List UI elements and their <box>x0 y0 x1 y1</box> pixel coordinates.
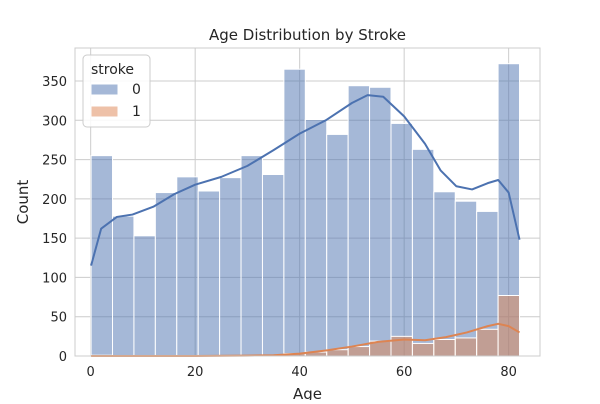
y-tick-label: 100 <box>42 271 67 286</box>
legend-title: stroke <box>91 62 134 78</box>
x-tick-label: 80 <box>500 365 517 380</box>
bar-stroke-0 <box>369 86 392 357</box>
y-tick-label: 150 <box>42 232 67 247</box>
bar-stroke-0 <box>411 148 435 357</box>
bar-stroke-0 <box>219 177 242 357</box>
kde-layer <box>90 94 521 357</box>
bar-stroke-0 <box>347 85 371 357</box>
bar-stroke-0 <box>326 133 349 357</box>
y-tick-label: 50 <box>50 311 67 326</box>
legend-label-stroke-0: 0 <box>132 82 141 98</box>
legend-label-stroke-1: 1 <box>132 104 141 120</box>
y-tick-label: 200 <box>42 193 67 208</box>
bar-stroke-0 <box>240 155 263 357</box>
x-tick-label: 60 <box>396 365 413 380</box>
y-tick-label: 300 <box>42 114 67 129</box>
kde-line-stroke-1 <box>91 322 521 357</box>
x-tick-label: 40 <box>291 365 308 380</box>
bar-stroke-0 <box>112 215 135 357</box>
bar-stroke-0 <box>197 190 221 357</box>
ticks-layer: 0 20 40 60 80 0 50 100 150 200 250 300 350 <box>42 75 517 380</box>
bars-layer <box>90 63 521 357</box>
plot-frame <box>74 47 541 357</box>
y-tick-label: 0 <box>59 350 67 365</box>
bar-stroke-0 <box>304 119 328 357</box>
bar-stroke-1 <box>433 339 456 357</box>
bar-stroke-1 <box>411 342 435 357</box>
bar-stroke-0 <box>176 176 199 357</box>
bar-stroke-0 <box>433 191 456 357</box>
bar-stroke-0 <box>133 235 156 357</box>
bar-stroke-0 <box>283 68 306 357</box>
bar-stroke-0 <box>390 122 413 357</box>
bar-stroke-1 <box>454 337 478 357</box>
legend-swatch-stroke-1 <box>90 105 119 118</box>
x-tick-label: 20 <box>187 365 204 380</box>
y-axis-label: Count <box>14 180 32 225</box>
chart-title: Age Distribution by Stroke <box>209 26 406 44</box>
bar-stroke-1 <box>476 328 499 357</box>
y-tick-label: 250 <box>42 154 67 169</box>
x-axis-label: Age <box>293 385 322 400</box>
x-tick-label: 0 <box>87 365 95 380</box>
legend: stroke 0 1 <box>82 54 151 128</box>
bar-stroke-0 <box>261 174 285 357</box>
kde-line-stroke-0 <box>90 94 521 266</box>
bar-stroke-0 <box>154 192 178 357</box>
legend-swatch-stroke-0 <box>90 83 119 96</box>
y-tick-label: 350 <box>42 75 67 90</box>
bar-stroke-1 <box>347 346 371 357</box>
